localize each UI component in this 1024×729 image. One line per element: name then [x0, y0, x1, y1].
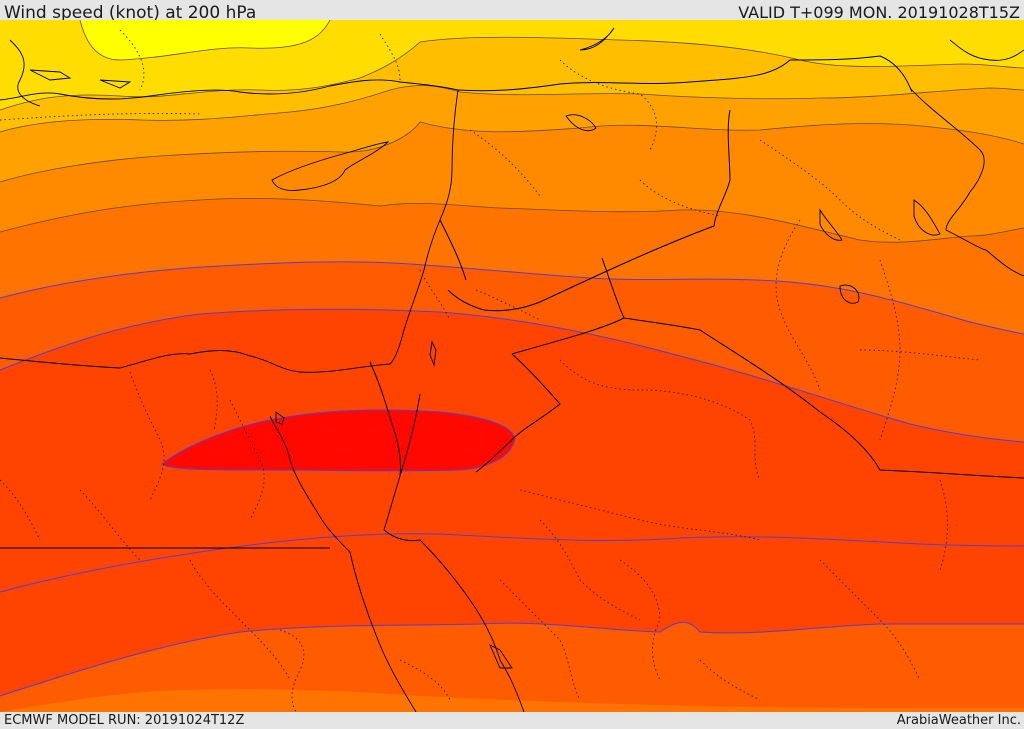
- map-title: Wind speed (knot) at 200 hPa: [4, 3, 257, 23]
- valid-time: VALID T+099 MON. 20191028T15Z: [738, 3, 1020, 22]
- jet-core: [162, 410, 515, 471]
- wind-speed-map[interactable]: [0, 20, 1024, 712]
- footer-bar: ECMWF MODEL RUN: 20191024T12Z ArabiaWeat…: [0, 712, 1024, 729]
- band-10: [0, 689, 1024, 712]
- model-run-label: ECMWF MODEL RUN: 20191024T12Z: [4, 713, 245, 728]
- band-yellow-max: [80, 20, 330, 60]
- contour-lines: [0, 261, 1024, 697]
- credit-label: ArabiaWeather Inc.: [896, 713, 1021, 728]
- borders-dotted: [0, 29, 981, 712]
- map-canvas: [0, 20, 1024, 712]
- borders-solid: [0, 55, 1024, 549]
- contour-lines-upper: [0, 20, 1024, 243]
- header-bar: Wind speed (knot) at 200 hPa VALID T+099…: [0, 0, 1024, 23]
